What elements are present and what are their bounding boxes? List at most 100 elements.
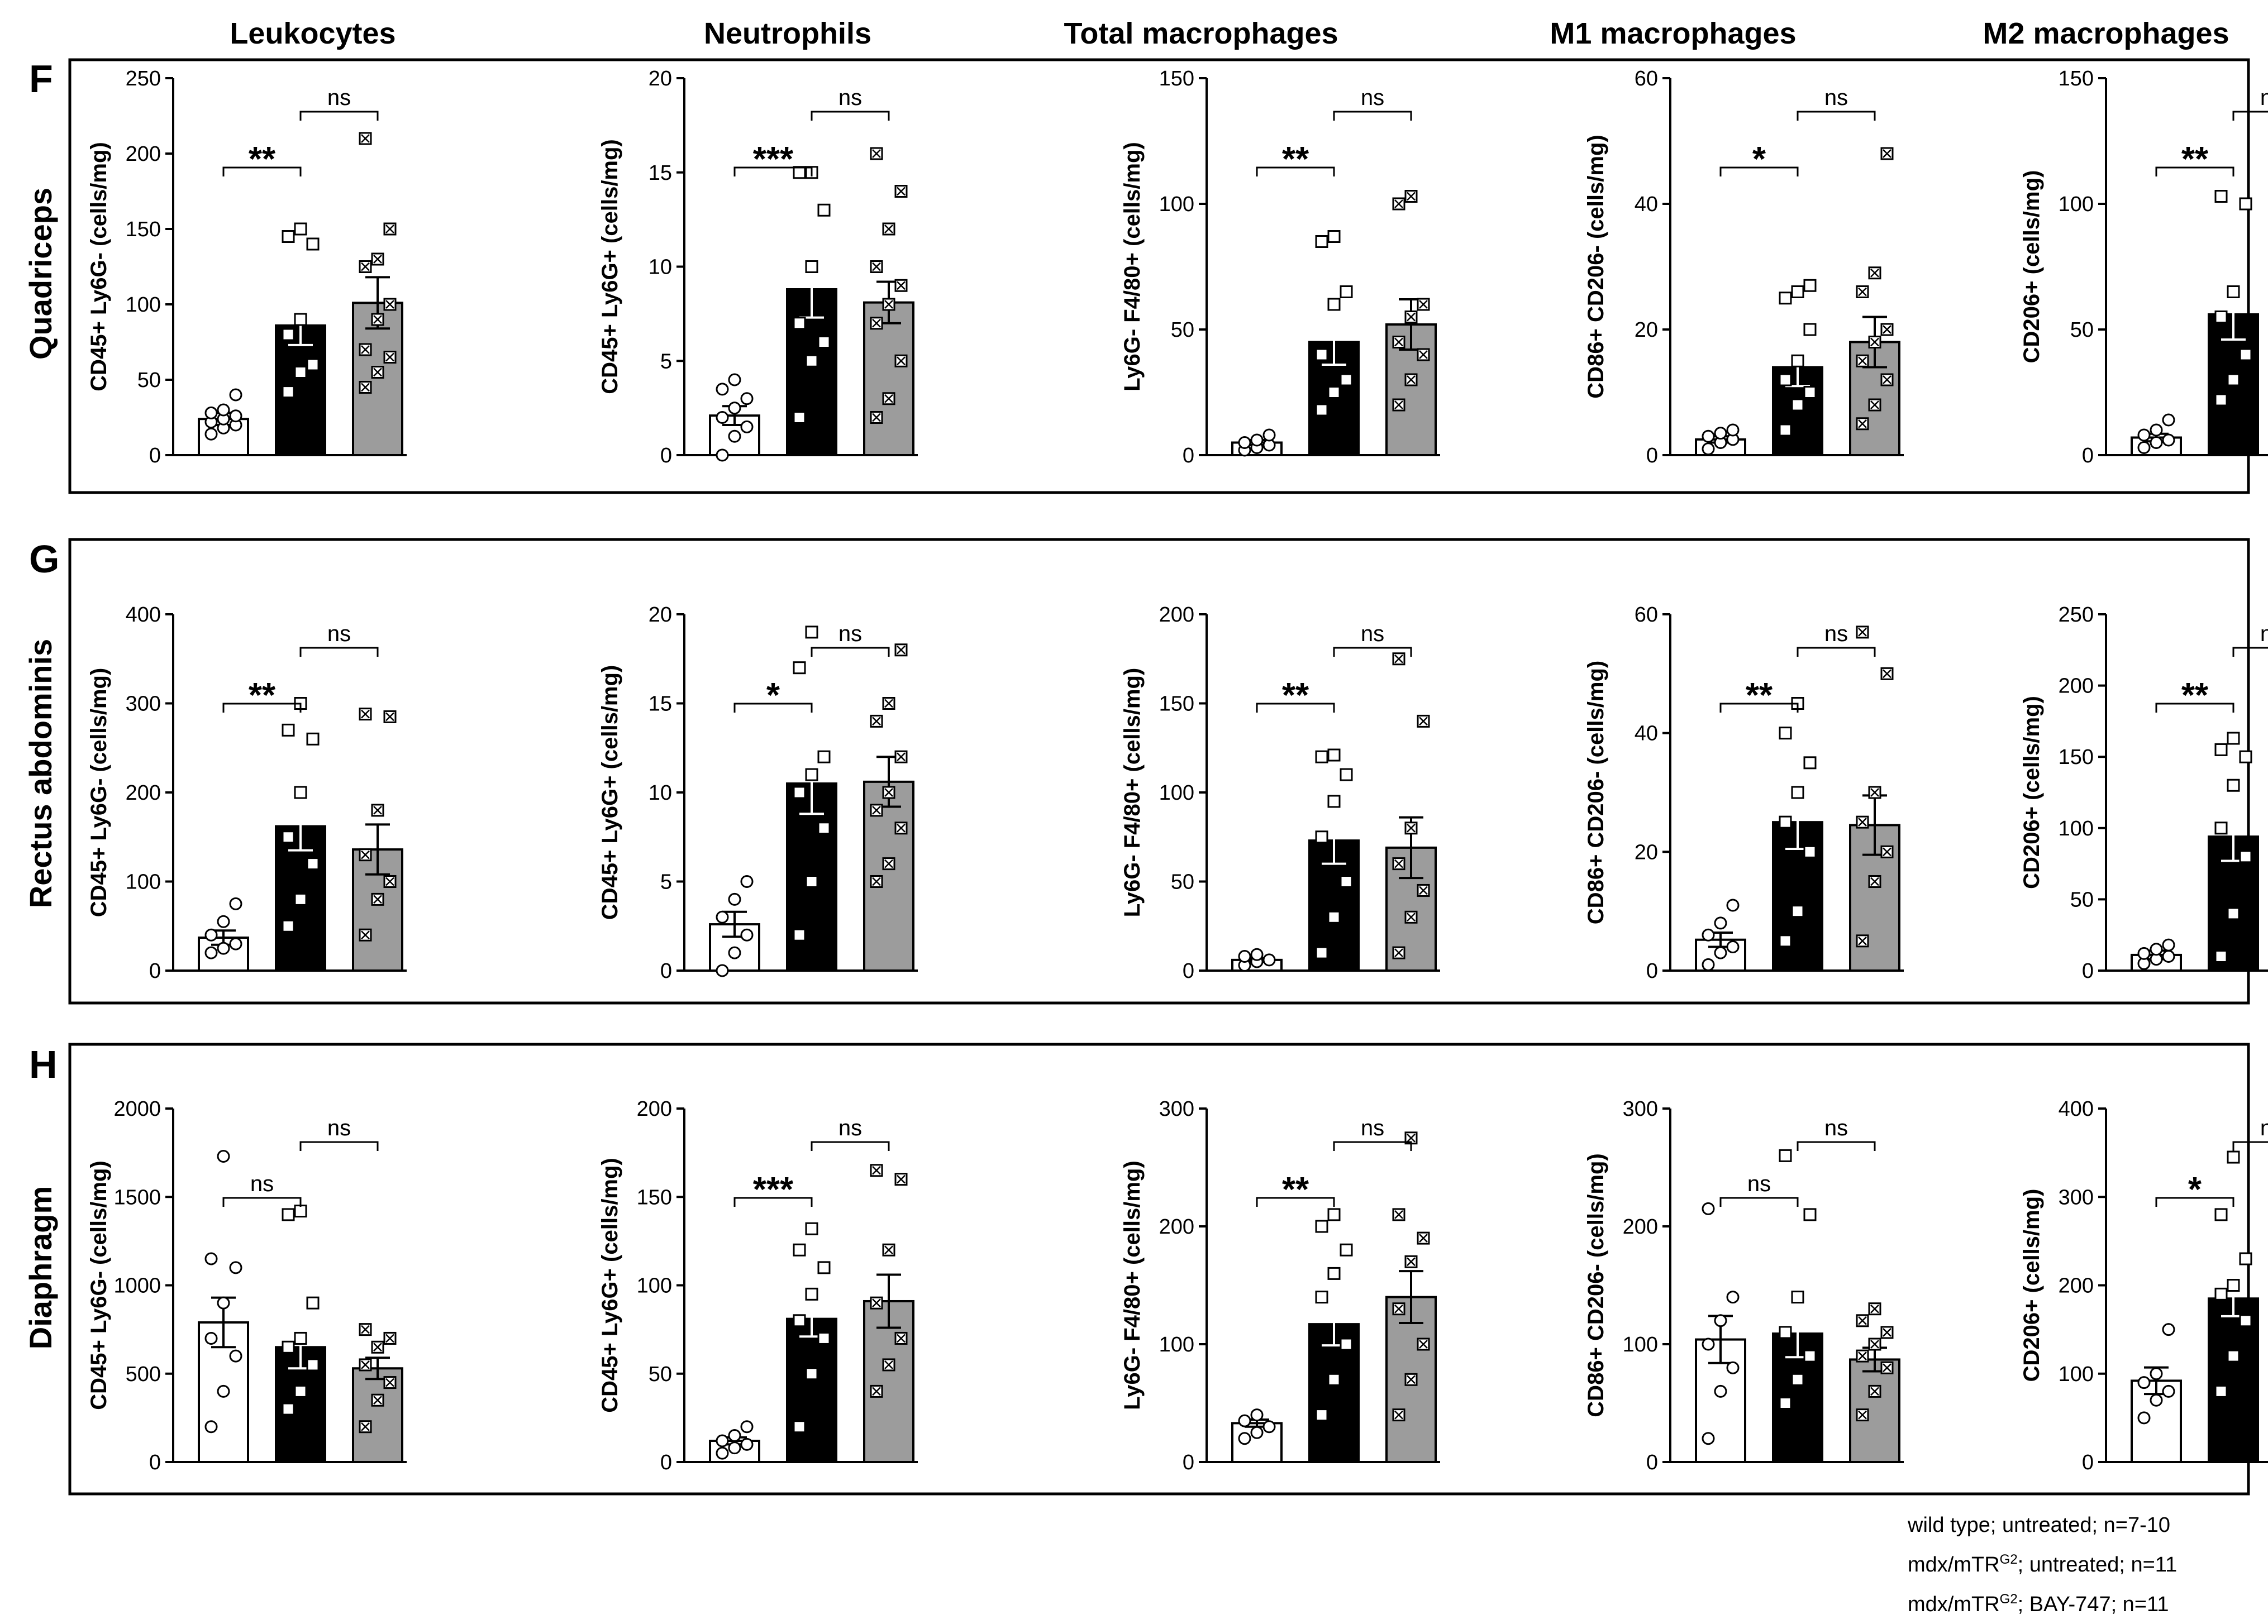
significance-bracket (1719, 1197, 1799, 1207)
data-point-cross (1407, 1257, 1416, 1267)
data-point-cross (1870, 1387, 1879, 1396)
y-tick-label: 100 (1623, 1333, 1658, 1356)
data-point (229, 937, 242, 950)
column-header-m2-macrophages: M2 macrophages (1983, 17, 2229, 50)
data-point-cross (373, 895, 382, 904)
data-point (2227, 778, 2240, 792)
data-point (817, 1331, 831, 1345)
y-tick-label: 200 (2059, 675, 2094, 698)
data-point (1340, 285, 1353, 298)
y-tick-label: 200 (1159, 603, 1194, 627)
y-tick-label: 200 (126, 781, 161, 805)
data-point-cross (1394, 948, 1403, 957)
data-point (1262, 953, 1276, 967)
data-point (2214, 949, 2228, 963)
y-tick-label: 0 (1183, 444, 1194, 467)
data-point-cross (897, 187, 906, 196)
y-tick-label: 150 (2059, 67, 2094, 90)
y-tick-label: 150 (2059, 746, 2094, 769)
data-point-cross (872, 1298, 881, 1308)
y-tick-label: 100 (126, 871, 161, 894)
data-point (229, 1349, 242, 1363)
data-point (793, 411, 806, 424)
panel-letter-g: G (29, 537, 59, 581)
data-point-cross (1407, 375, 1416, 384)
data-point (1327, 230, 1341, 243)
y-axis-label: CD45+ Ly6G- (cells/mg) (87, 1160, 111, 1410)
legend-label-mdx-untreated: mdx/mTR (1908, 1553, 2000, 1577)
column-header-neutrophils: Neutrophils (704, 17, 871, 50)
y-axis-label: Ly6G- F4/80+ (cells/mg) (1120, 668, 1145, 917)
data-point-cross (361, 930, 370, 940)
data-point (1726, 940, 1740, 953)
data-point-cross (1419, 886, 1428, 895)
data-point (1714, 1314, 1727, 1327)
y-tick-label: 50 (2070, 318, 2094, 342)
data-point (294, 892, 307, 906)
data-point-cross (1870, 268, 1879, 278)
data-point (204, 928, 218, 942)
legend-sup-mdx-untreated: G2 (1999, 1552, 2018, 1567)
data-point (306, 358, 320, 371)
data-point (1803, 323, 1817, 336)
y-tick-label: 50 (137, 369, 161, 392)
y-axis-label: CD206+ (cells/mg) (2019, 1189, 2044, 1382)
data-point (1340, 1243, 1353, 1257)
data-point (294, 1331, 307, 1345)
data-point-cross (373, 1343, 382, 1352)
data-point (716, 910, 729, 924)
chart-g-1: 0 100 200 300 400 CD45+ Ly6G- (cells/mg) ** ns (87, 603, 407, 983)
data-point (1250, 433, 1264, 447)
data-point (728, 946, 741, 959)
data-point-cross (1394, 400, 1403, 409)
legend-label-mdx-untreated-suffix: ; untreated; n=11 (2017, 1553, 2178, 1577)
significance-label: * (2188, 1171, 2202, 1209)
data-point-cross (385, 352, 394, 362)
data-point (716, 383, 729, 396)
data-point-cross (1858, 818, 1867, 827)
data-point-cross (872, 717, 881, 726)
data-point-cross (1394, 654, 1403, 663)
data-point-cross (1419, 300, 1428, 309)
data-point (1315, 1291, 1328, 1304)
y-tick-label: 10 (649, 256, 672, 279)
y-tick-label: 100 (2059, 817, 2094, 840)
data-point-cross (1883, 847, 1891, 857)
chart-g-4: 0 20 40 60 CD86+ CD206- (cells/mg) ** ns (1584, 603, 1904, 983)
chart-f-1: 0 50 100 150 200 250 CD45+ Ly6G- (cells/mg) ** n… (87, 67, 407, 467)
data-point-cross (884, 225, 893, 233)
significance-label: ns (838, 1116, 862, 1140)
data-point (740, 1437, 754, 1451)
data-point (1702, 429, 1715, 443)
data-point (2137, 1376, 2151, 1389)
y-tick-label: 1000 (113, 1274, 161, 1298)
y-axis-label: Ly6G- F4/80+ (cells/mg) (1120, 142, 1145, 391)
significance-bracket (1797, 1141, 1876, 1151)
data-point (229, 388, 242, 402)
data-point (793, 661, 806, 675)
data-point-cross (361, 850, 370, 859)
data-point (306, 1358, 320, 1372)
tissue-label-diaphragm: Diaphragm (23, 1186, 58, 1350)
data-point (217, 1149, 230, 1163)
data-point (1779, 373, 1792, 386)
data-point (1702, 1202, 1715, 1215)
data-point (1327, 1208, 1341, 1221)
data-point-cross (872, 413, 881, 422)
data-point-cross (1858, 1316, 1867, 1325)
data-point (1779, 727, 1792, 740)
data-point (793, 928, 806, 942)
data-point-cross (884, 1360, 893, 1369)
data-point-cross (1883, 149, 1891, 158)
y-tick-label: 50 (649, 1363, 672, 1386)
data-point-cross (361, 1422, 370, 1431)
y-tick-label: 100 (126, 293, 161, 317)
y-tick-label: 250 (126, 67, 161, 90)
data-point (740, 928, 754, 942)
data-point (728, 1441, 741, 1455)
data-point-cross (373, 315, 382, 324)
data-point (740, 392, 754, 405)
y-tick-label: 200 (637, 1097, 672, 1121)
significance-label: ns (2260, 1116, 2268, 1140)
significance-label: ** (1282, 140, 1309, 179)
